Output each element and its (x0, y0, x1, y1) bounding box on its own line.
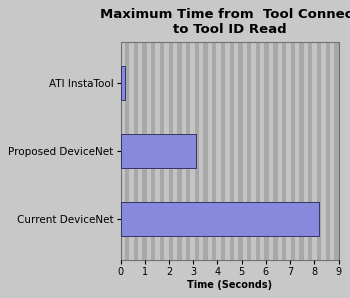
Bar (286, 42, 290, 260)
Bar (120, 134, 196, 168)
Bar (295, 42, 299, 260)
Bar (273, 42, 278, 260)
Bar (334, 42, 338, 260)
Bar (260, 42, 265, 260)
Bar (195, 42, 199, 260)
Bar (265, 42, 269, 260)
Bar (321, 42, 326, 260)
Bar (125, 42, 129, 260)
Bar (225, 42, 230, 260)
Bar (120, 202, 319, 236)
Bar (326, 42, 330, 260)
Bar (256, 42, 260, 260)
Bar (238, 42, 243, 260)
Bar (290, 42, 295, 260)
Bar (129, 42, 134, 260)
Bar (317, 42, 321, 260)
Bar (203, 42, 208, 260)
Bar (304, 42, 308, 260)
Bar (147, 42, 151, 260)
Bar (282, 42, 286, 260)
Bar (308, 42, 313, 260)
Bar (208, 42, 212, 260)
Bar (190, 42, 195, 260)
Bar (230, 42, 234, 260)
Title: Maximum Time from  Tool Connect
to Tool ID Read: Maximum Time from Tool Connect to Tool I… (100, 8, 350, 36)
Bar (151, 42, 155, 260)
Bar (120, 66, 125, 100)
Bar (212, 42, 217, 260)
X-axis label: Time (Seconds): Time (Seconds) (187, 280, 272, 290)
Bar (160, 42, 164, 260)
Bar (278, 42, 282, 260)
Bar (120, 42, 125, 260)
Bar (134, 42, 138, 260)
Bar (330, 42, 334, 260)
Bar (313, 42, 317, 260)
Bar (217, 42, 221, 260)
Bar (251, 42, 256, 260)
Bar (142, 42, 147, 260)
Bar (338, 42, 343, 260)
Bar (155, 42, 160, 260)
Bar (182, 42, 186, 260)
Bar (173, 42, 177, 260)
Bar (299, 42, 304, 260)
Bar (186, 42, 190, 260)
Bar (243, 42, 247, 260)
Bar (269, 42, 273, 260)
Bar (164, 42, 168, 260)
Bar (177, 42, 182, 260)
Bar (221, 42, 225, 260)
Bar (199, 42, 203, 260)
Bar (138, 42, 142, 260)
Bar (234, 42, 238, 260)
Bar (168, 42, 173, 260)
Bar (247, 42, 251, 260)
